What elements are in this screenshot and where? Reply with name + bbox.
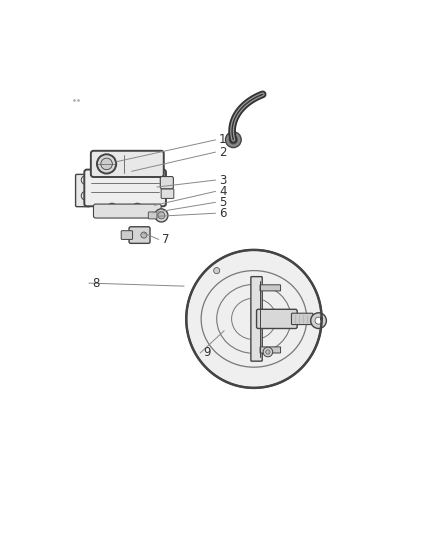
FancyBboxPatch shape	[91, 151, 164, 177]
FancyBboxPatch shape	[251, 277, 262, 361]
Circle shape	[81, 176, 90, 184]
FancyBboxPatch shape	[160, 176, 173, 189]
FancyBboxPatch shape	[291, 313, 313, 325]
Text: 1: 1	[219, 133, 226, 147]
FancyBboxPatch shape	[93, 204, 161, 218]
Circle shape	[155, 209, 168, 222]
FancyBboxPatch shape	[148, 212, 157, 219]
FancyBboxPatch shape	[84, 169, 166, 206]
Text: 2: 2	[219, 146, 226, 159]
FancyBboxPatch shape	[121, 231, 133, 239]
Circle shape	[110, 206, 114, 210]
Text: 9: 9	[204, 346, 211, 359]
FancyBboxPatch shape	[76, 174, 90, 207]
FancyBboxPatch shape	[257, 309, 297, 328]
Text: 3: 3	[219, 174, 226, 187]
Circle shape	[263, 347, 273, 357]
FancyBboxPatch shape	[260, 347, 281, 353]
Circle shape	[226, 132, 241, 148]
Circle shape	[107, 203, 117, 213]
Text: 6: 6	[219, 207, 226, 220]
Text: 7: 7	[162, 233, 170, 246]
Text: 8: 8	[92, 277, 100, 289]
Circle shape	[158, 212, 165, 219]
Circle shape	[135, 206, 140, 210]
Circle shape	[81, 191, 90, 200]
Circle shape	[141, 232, 147, 238]
FancyBboxPatch shape	[129, 227, 150, 244]
Text: 4: 4	[219, 185, 226, 198]
Circle shape	[311, 313, 326, 328]
Circle shape	[101, 158, 112, 169]
Circle shape	[97, 154, 116, 174]
Text: 5: 5	[219, 196, 226, 209]
Circle shape	[133, 203, 142, 213]
Circle shape	[315, 317, 322, 324]
FancyBboxPatch shape	[260, 285, 281, 291]
Circle shape	[229, 135, 238, 144]
Circle shape	[214, 268, 220, 273]
Ellipse shape	[186, 250, 321, 388]
FancyBboxPatch shape	[161, 189, 174, 198]
Circle shape	[266, 350, 270, 354]
